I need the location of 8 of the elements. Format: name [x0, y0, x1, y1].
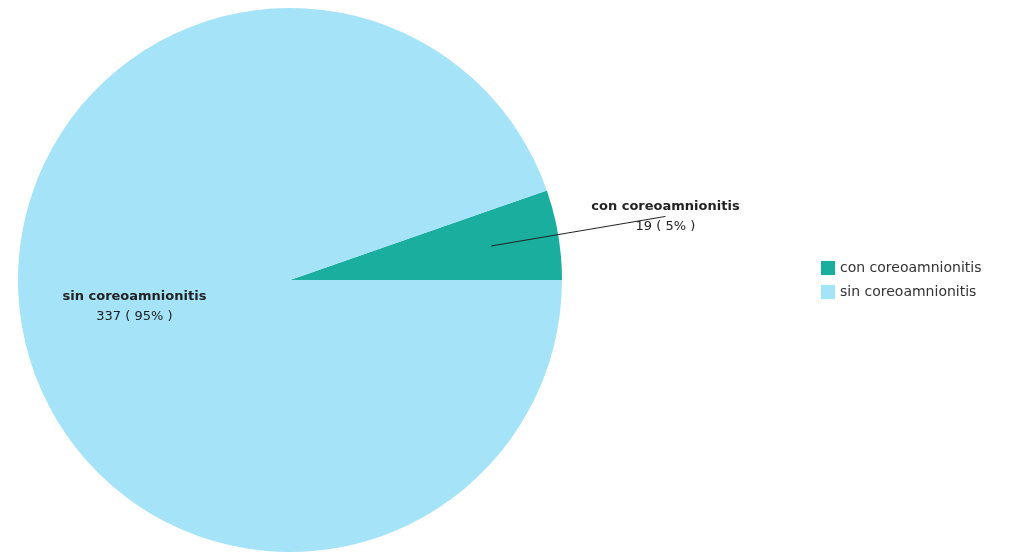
legend-label: sin coreoamnionitis: [840, 283, 977, 299]
pie-slice: [18, 8, 562, 552]
legend-label: con coreoamnionitis: [840, 259, 982, 275]
data-label: 19 ( 5% ): [635, 218, 696, 234]
slice-label: con coreoamnionitis: [591, 198, 740, 214]
data-label: 337 ( 95% ): [96, 308, 173, 324]
pie-slice: [290, 190, 562, 280]
slice-label: sin coreoamnionitis: [62, 288, 207, 304]
